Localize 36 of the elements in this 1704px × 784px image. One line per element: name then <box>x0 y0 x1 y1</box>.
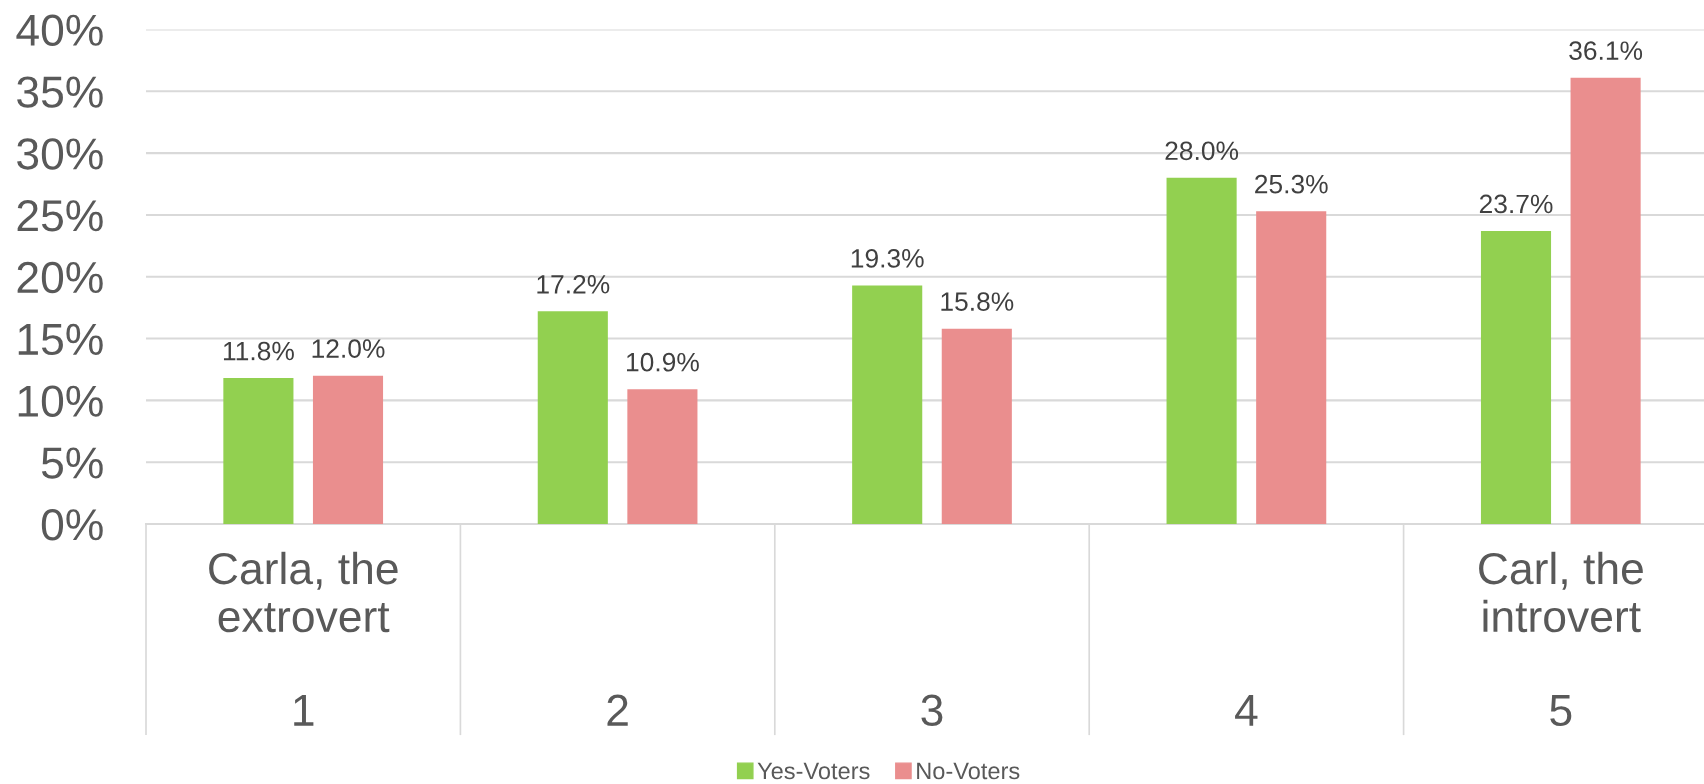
y-tick-label: 25% <box>17 200 103 232</box>
data-label: 25.3% <box>1255 174 1328 194</box>
data-label: 11.8% <box>223 341 294 361</box>
category-label: Carl, the introvert 5 <box>1479 551 1643 727</box>
bar <box>1166 177 1237 524</box>
y-tick-label: 15% <box>18 323 103 356</box>
data-label: 23.7% <box>1479 194 1553 214</box>
data-label: 15.8% <box>941 292 1014 311</box>
x-tick-label: 3 <box>921 694 943 727</box>
y-tick-label: 10% <box>18 385 103 417</box>
bar <box>1256 211 1327 524</box>
bar <box>941 328 1012 524</box>
bar <box>223 378 294 524</box>
x-tick-label: 2 <box>607 694 628 726</box>
bar <box>1480 231 1552 524</box>
y-tick-label: 20% <box>17 261 103 294</box>
y-tick-label: 35% <box>17 76 103 108</box>
legend-label: No-Voters <box>917 762 1020 780</box>
x-tick-label: 4 <box>1235 695 1258 726</box>
y-tick-label: 30% <box>17 138 103 170</box>
category-label: Carla, the extrovert 1 <box>209 551 398 726</box>
legend-label: Yes-Voters <box>757 762 870 780</box>
bar <box>627 389 698 524</box>
y-tick-label: 0% <box>41 509 103 541</box>
bar <box>852 285 923 524</box>
data-label: 19.3% <box>851 249 924 268</box>
y-tick-label: 5% <box>41 447 103 479</box>
data-label: 17.2% <box>537 274 610 294</box>
bar <box>1570 77 1641 524</box>
bar <box>537 311 608 524</box>
y-tick-label: 40% <box>16 14 103 47</box>
data-label: 12.0% <box>312 339 385 358</box>
bar <box>312 375 384 524</box>
data-label: 36.1% <box>1569 41 1643 60</box>
data-label: 28.0% <box>1165 141 1239 161</box>
data-label: 10.9% <box>627 352 699 372</box>
